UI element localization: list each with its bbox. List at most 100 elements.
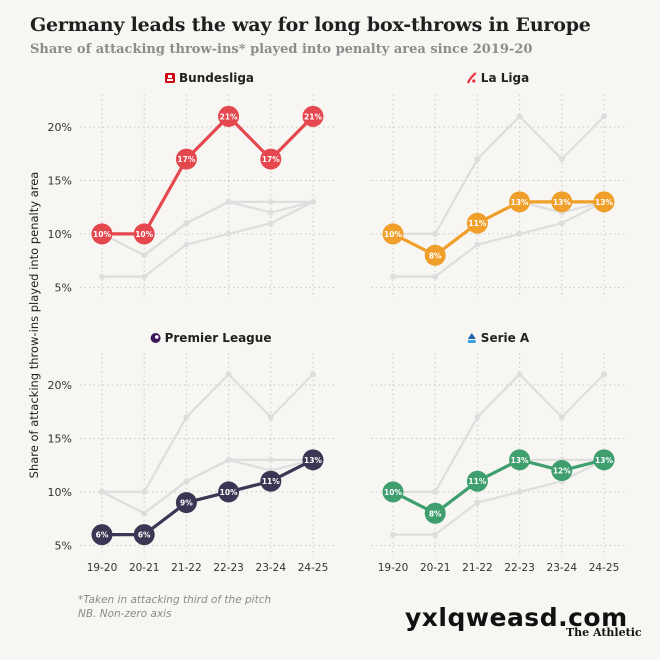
background-series-point [99, 488, 105, 495]
data-point [424, 502, 446, 524]
data-point [593, 449, 615, 471]
background-series-point [141, 510, 148, 517]
x-tick-label: 19-20 [87, 562, 118, 574]
data-label: 13% [304, 456, 322, 465]
background-series-point [141, 488, 148, 495]
background-series-point [390, 531, 396, 538]
background-series-line [392, 200, 605, 257]
data-point [424, 244, 446, 266]
y-tick-label: 20% [48, 121, 72, 134]
background-series-point [99, 273, 105, 280]
background-series-point [558, 220, 565, 227]
y-tick-label: 10% [48, 486, 72, 499]
data-point [218, 105, 240, 127]
data-point [260, 148, 282, 170]
series-line-bundesliga [102, 114, 315, 236]
bundesliga-icon [165, 73, 175, 83]
panel-title: Bundesliga [179, 71, 254, 85]
data-label: 10% [93, 230, 111, 239]
background-series-line [102, 200, 314, 278]
background-series-point [474, 499, 481, 506]
data-point [218, 481, 240, 503]
data-label: 10% [135, 230, 153, 239]
data-label: 10% [384, 230, 402, 239]
background-series-point [183, 414, 190, 421]
y-tick-label: 20% [48, 379, 72, 392]
data-label: 11% [262, 477, 280, 486]
background-series-point [225, 230, 232, 237]
y-tick-label: 5% [55, 539, 72, 552]
data-label: 6% [96, 531, 109, 540]
background-series-point [432, 273, 439, 280]
data-point [91, 524, 113, 546]
data-label: 13% [553, 198, 571, 207]
data-point [593, 191, 615, 213]
data-label: 21% [304, 112, 322, 121]
x-tick-label: 20-21 [420, 562, 451, 574]
data-point [302, 449, 324, 471]
background-series-point [432, 488, 439, 495]
background-series-point [516, 230, 523, 237]
x-tick-label: 22-23 [213, 562, 244, 574]
panel-title: La Liga [481, 71, 529, 85]
background-series-line [101, 200, 314, 257]
x-tick-label: 21-22 [171, 562, 202, 574]
background-series-line [393, 200, 605, 278]
data-label: 6% [138, 531, 151, 540]
background-series-point [390, 273, 396, 280]
background-series-line [393, 114, 605, 235]
y-tick-label: 15% [48, 174, 72, 187]
background-series-point [267, 220, 274, 227]
panel-title: Premier League [165, 331, 272, 345]
data-label: 10% [220, 488, 238, 497]
x-tick-label: 23-24 [547, 562, 578, 574]
chart-title: Germany leads the way for long box-throw… [30, 14, 591, 36]
background-series-point [432, 230, 439, 237]
x-tick-label: 24-25 [589, 562, 620, 574]
x-tick-label: 19-20 [378, 562, 409, 574]
premier-league-icon [150, 333, 161, 343]
data-label: 13% [511, 198, 529, 207]
background-series-point [267, 414, 274, 421]
data-point [260, 470, 282, 492]
background-series-point [267, 198, 274, 205]
background-series-point [183, 478, 190, 485]
data-label: 13% [595, 456, 613, 465]
laliga-icon [466, 72, 477, 84]
background-series-point [225, 456, 232, 463]
background-series-point [558, 414, 565, 421]
background-series-point [474, 241, 481, 248]
data-point [509, 449, 531, 471]
data-label: 17% [262, 155, 280, 164]
background-series-point [432, 531, 439, 538]
footnote-throw-in-definition: *Taken in attacking third of the pitch [78, 594, 272, 606]
x-tick-label: 23-24 [256, 562, 287, 574]
data-point [551, 460, 573, 482]
background-series-point [310, 198, 316, 205]
watermark: yxlqweasd.com [405, 603, 628, 632]
background-series-point [516, 488, 523, 495]
brand-logo: The Athletic [566, 626, 642, 639]
data-label: 13% [595, 198, 613, 207]
background-series-point [516, 371, 523, 378]
panel-title: Serie A [481, 331, 530, 345]
background-series-line [393, 372, 605, 493]
background-series-point [183, 220, 190, 227]
data-label: 9% [180, 499, 193, 508]
data-point [382, 481, 404, 503]
data-point [175, 148, 197, 170]
x-tick-label: 21-22 [462, 562, 493, 574]
x-tick-label: 20-21 [129, 562, 160, 574]
data-label: 21% [220, 112, 238, 121]
data-point [91, 223, 113, 245]
background-series-point [601, 113, 607, 120]
data-point [175, 492, 197, 514]
serie-a-icon [467, 333, 476, 343]
x-tick-label: 22-23 [504, 562, 535, 574]
footnote-axis-note: NB. Non-zero axis [78, 608, 172, 620]
data-point [509, 191, 531, 213]
data-label: 13% [511, 456, 529, 465]
background-series-point [310, 371, 316, 378]
background-series-point [225, 198, 232, 205]
background-series-point [474, 156, 481, 163]
